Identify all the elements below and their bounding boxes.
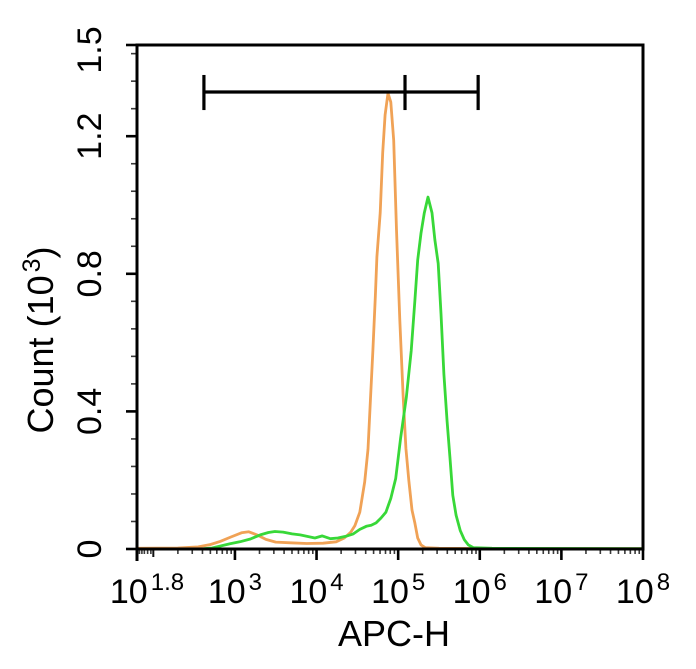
x-axis-tick-label: 10 3: [208, 569, 262, 611]
y-axis-title: Count (10 3): [18, 246, 62, 433]
x-axis-tick-label: 10 1.8: [110, 569, 184, 611]
series-curve-control-orange: [135, 91, 645, 551]
y-axis-title-unit-close: ): [20, 246, 61, 259]
series-curve-stained-green: [202, 195, 645, 551]
y-axis-title-text: Count: [20, 337, 61, 434]
y-axis-title-unit-open: (10: [20, 275, 61, 328]
y-axis-tick-label: 0.4: [71, 388, 109, 435]
x-axis-tick-label: 10 5: [371, 569, 425, 611]
y-axis-tick-label: 1.5: [71, 26, 109, 73]
y-axis-tick-label: 0.8: [71, 250, 109, 297]
plot-frame: [135, 43, 645, 551]
y-axis-title-unit-exponent: 3: [18, 258, 46, 273]
y-axis-tick-label: 0: [71, 540, 109, 559]
x-axis-title: APC-H: [337, 613, 451, 654]
x-axis-tick-label: 10 7: [534, 569, 588, 611]
y-axis-tick-label: 1.2: [71, 113, 109, 160]
x-axis-tick-label: 10 8: [616, 569, 670, 611]
x-axis-tick-label: 10 4: [289, 569, 343, 611]
x-axis-tick-label: 10 6: [453, 569, 507, 611]
